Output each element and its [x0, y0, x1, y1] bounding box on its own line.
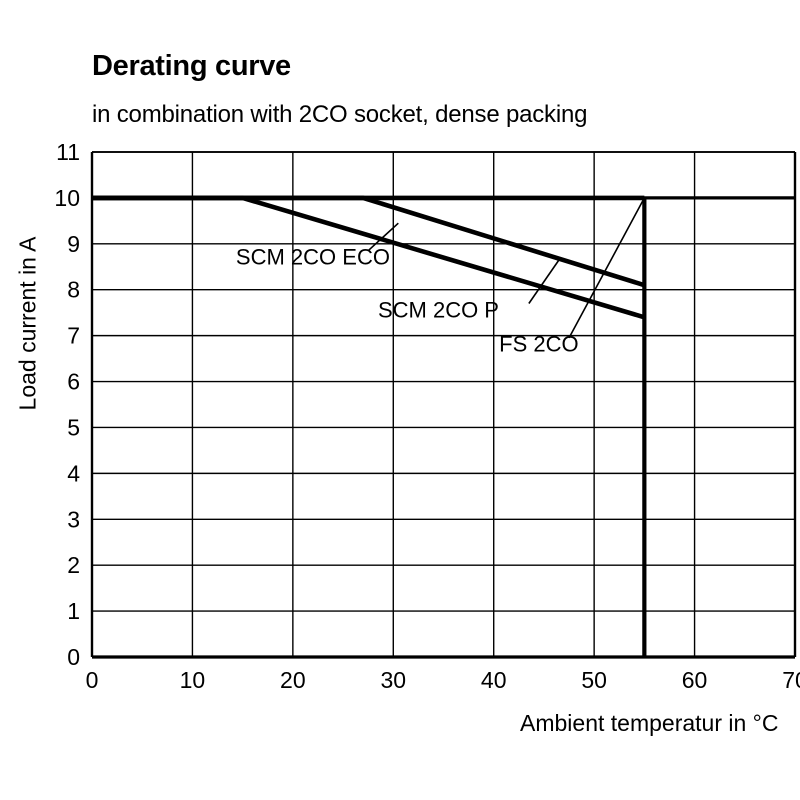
x-tick-labels: 0 10 20 30 40 50 60 70 [86, 667, 800, 693]
y-tick-label: 5 [67, 414, 80, 440]
leader-line [528, 259, 560, 304]
y-tick-label: 8 [67, 277, 80, 303]
y-tick-label: 4 [67, 460, 80, 486]
curve-label-fs-2co: FS 2CO [499, 332, 578, 357]
x-tick-label: 70 [782, 667, 800, 693]
x-axis-label: Ambient temperatur in °C [520, 710, 779, 736]
leader-line [568, 197, 646, 339]
x-tick-label: 30 [380, 667, 406, 693]
y-tick-label: 0 [67, 644, 80, 670]
y-tick-label: 2 [67, 552, 80, 578]
curve-label-scm-2co-p: SCM 2CO P [378, 297, 499, 322]
y-tick-label: 11 [56, 139, 80, 165]
y-tick-label: 10 [54, 185, 80, 211]
annotation-leader-lines [367, 197, 646, 339]
x-tick-label: 0 [86, 667, 99, 693]
curve-annotations: SCM 2CO ECO SCM 2CO PFS 2CO [236, 244, 579, 356]
curve-scm-2co-p [92, 195, 646, 288]
y-tick-label: 9 [67, 231, 80, 257]
y-tick-labels: 0 1 2 3 4 5 6 7 8 9 10 11 [54, 139, 80, 670]
x-tick-label: 60 [682, 667, 708, 693]
y-tick-label: 1 [67, 598, 80, 624]
page-title: Derating curve [92, 50, 291, 82]
gridlines [90, 151, 797, 659]
x-tick-label: 40 [481, 667, 507, 693]
data-curves [92, 195, 646, 320]
curve-label-scm-2co-eco: SCM 2CO ECO [236, 244, 390, 269]
y-tick-label: 7 [67, 323, 80, 349]
y-tick-label: 6 [67, 369, 80, 395]
leader-line [367, 222, 399, 252]
page-subtitle: in combination with 2CO socket, dense pa… [92, 101, 588, 128]
y-tick-label: 3 [67, 506, 80, 532]
x-tick-label: 20 [280, 667, 306, 693]
x-tick-label: 10 [180, 667, 206, 693]
x-tick-label: 50 [581, 667, 607, 693]
